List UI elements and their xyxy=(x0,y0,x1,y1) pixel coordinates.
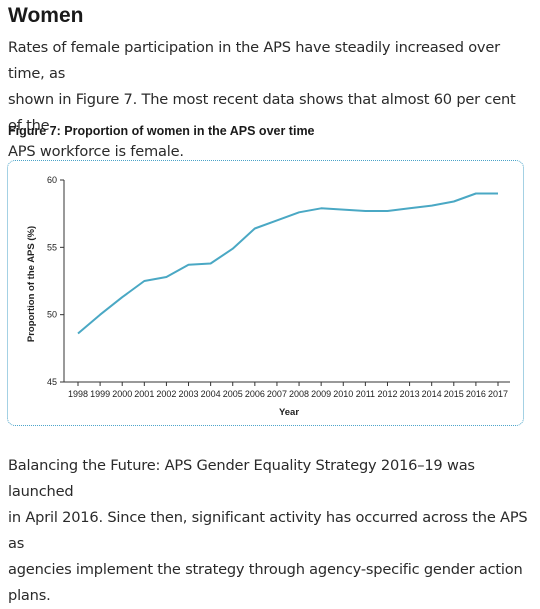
x-tick-label: 2011 xyxy=(356,389,375,399)
x-tick-label: 2000 xyxy=(112,389,132,399)
outro-line: Balancing the Future: APS Gender Equalit… xyxy=(8,457,475,500)
x-tick-label: 2001 xyxy=(134,389,154,399)
x-tick-label: 2009 xyxy=(311,389,331,399)
y-ticks: 45 50 55 60 xyxy=(47,175,64,387)
x-axis-title: Year xyxy=(279,407,299,418)
chart-frame xyxy=(7,160,524,426)
x-tick-label: 2013 xyxy=(400,389,420,399)
series-line xyxy=(77,192,498,335)
x-tick-label: 1998 xyxy=(68,389,88,399)
x-tick-label: 2010 xyxy=(333,389,353,399)
x-tick-label: 2007 xyxy=(267,389,287,399)
outro-line: agencies implement the strategy through … xyxy=(8,561,523,604)
y-tick-label: 45 xyxy=(47,377,57,387)
x-tick-label: 2008 xyxy=(289,389,309,399)
x-tick-label: 2015 xyxy=(444,389,464,399)
x-tick-label: 2017 xyxy=(488,389,508,399)
chart-axes xyxy=(63,180,510,383)
x-tick-label: 2004 xyxy=(201,389,221,399)
intro-line: Rates of female participation in the APS… xyxy=(8,39,500,82)
section-heading: Women xyxy=(8,4,84,27)
x-tick-label: 2003 xyxy=(179,389,199,399)
x-tick-label: 2005 xyxy=(223,389,243,399)
x-ticks: 1998 1999 2000 2001 2002 2003 2004 2005 2006 2007… xyxy=(68,382,508,399)
outro-line: in April 2016. Since then, significant a… xyxy=(8,509,528,552)
y-tick-label: 55 xyxy=(47,242,57,252)
x-tick-label: 2006 xyxy=(245,389,265,399)
intro-line: shown in Figure 7. The most recent data … xyxy=(8,91,516,134)
x-tick-label: 1999 xyxy=(90,389,110,399)
y-tick-label: 60 xyxy=(47,175,57,185)
x-tick-label: 2016 xyxy=(466,389,486,399)
intro-line: APS workforce is female. xyxy=(8,143,184,160)
figure-caption: Figure 7: Proportion of women in the APS… xyxy=(8,124,315,138)
y-tick-label: 50 xyxy=(47,310,57,320)
x-tick-label: 2012 xyxy=(377,389,397,399)
y-axis-title: Proportion of the APS (%) xyxy=(26,226,37,342)
outro-paragraph: Balancing the Future: APS Gender Equalit… xyxy=(8,453,532,609)
intro-paragraph: Rates of female participation in the APS… xyxy=(8,35,532,165)
x-tick-label: 2014 xyxy=(422,389,442,399)
x-tick-label: 2002 xyxy=(156,389,176,399)
